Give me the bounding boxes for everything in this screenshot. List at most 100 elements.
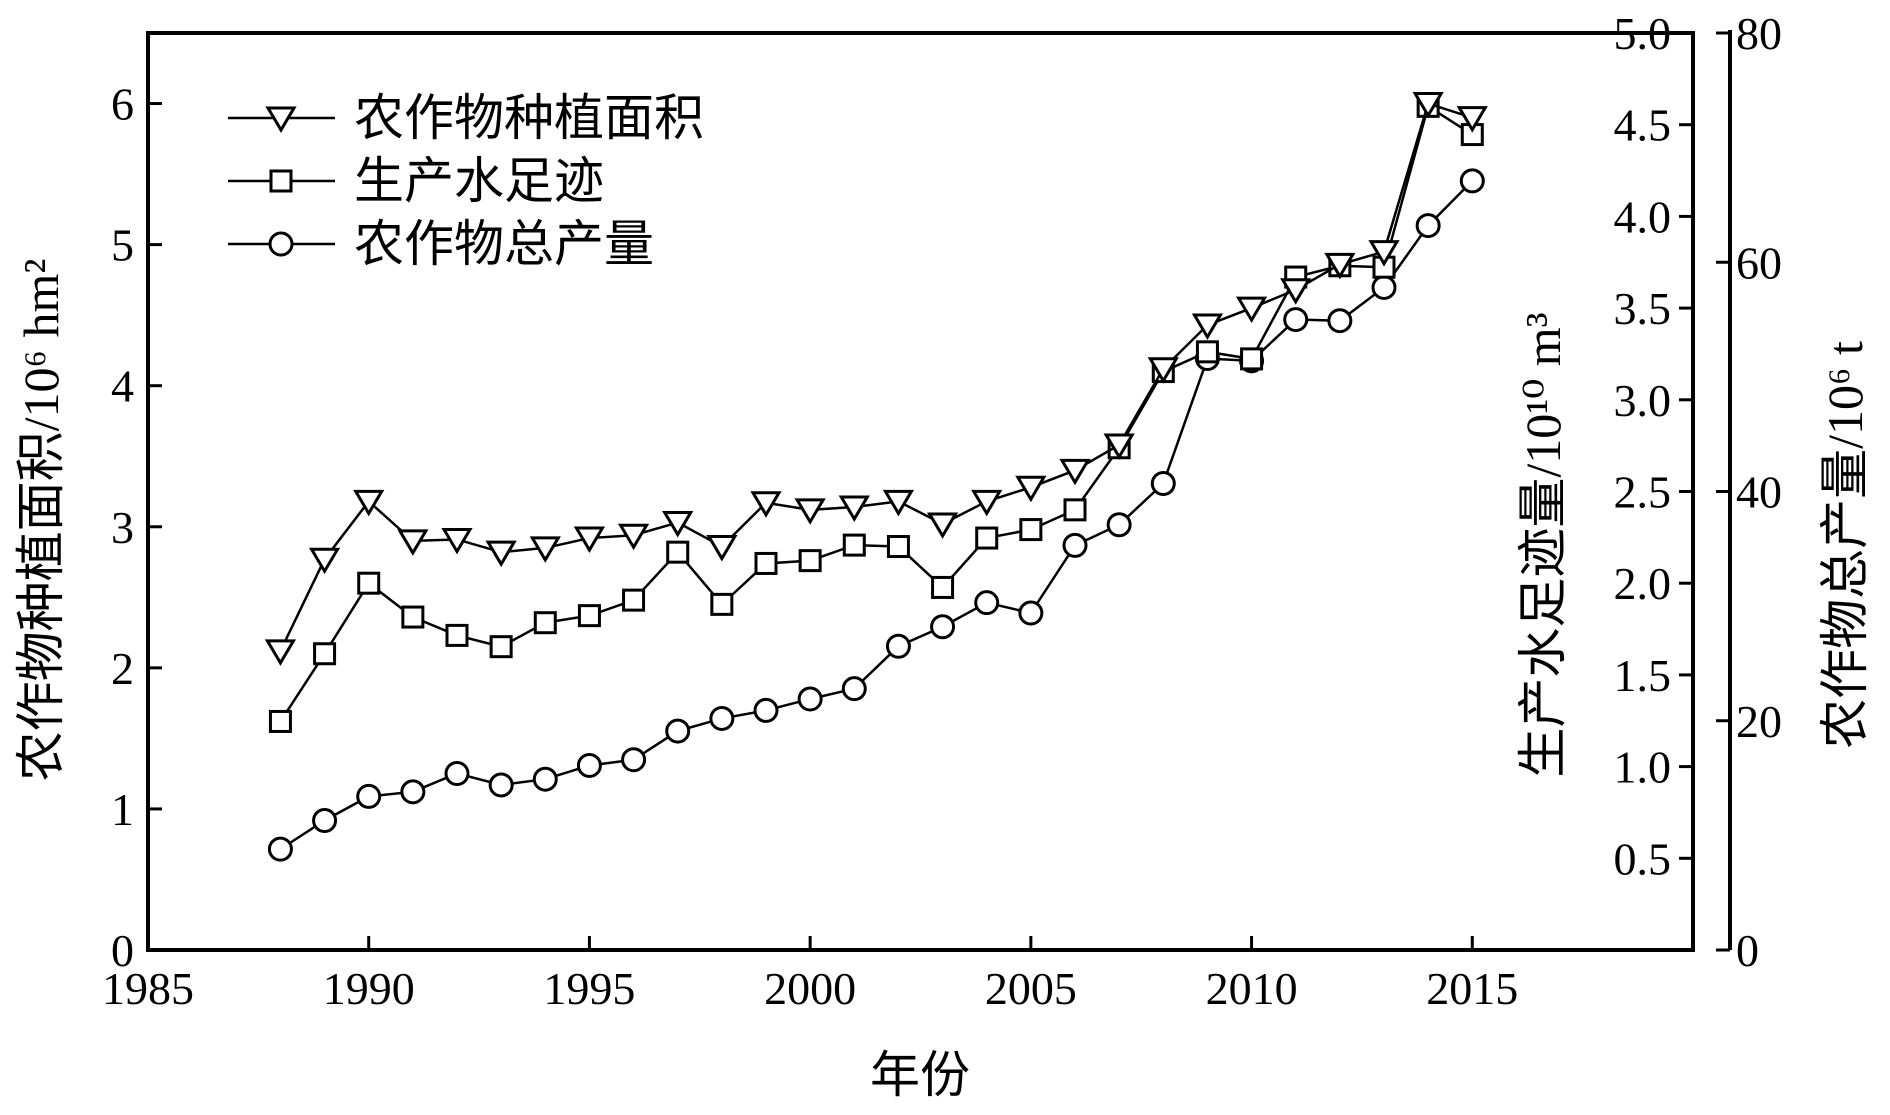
data-point [308, 547, 341, 575]
ticks-layer: 1985 1990 1995 2000 2005 2010 2015 0 1 2 3 4 5 6 0.5 1.… [102, 8, 1782, 1014]
data-point [841, 676, 867, 702]
data-point [1103, 433, 1135, 460]
right-inner-tick-label: 2.0 [1614, 558, 1672, 609]
left-tick-label: 0 [111, 925, 134, 976]
data-point [488, 772, 514, 798]
data-point [617, 523, 650, 551]
data-point [1415, 213, 1441, 239]
right-inner-tick-label: 3.5 [1614, 283, 1672, 334]
legend-label: 农作物种植面积 [354, 90, 704, 146]
right-inner-axis-title: 生产水足迹量/10¹⁰ m³ [1515, 312, 1571, 777]
data-point [1147, 357, 1179, 384]
data-point [971, 489, 1003, 517]
right-inner-tick-label: 2.5 [1614, 467, 1672, 518]
data-point [666, 540, 690, 564]
right-inner-tick-label: 1.5 [1614, 650, 1672, 701]
legend-marker [268, 231, 294, 257]
left-tick-label: 6 [111, 79, 134, 130]
data-point [621, 747, 647, 773]
data-point [441, 527, 473, 555]
data-point [1412, 92, 1444, 119]
left-tick-label: 4 [111, 361, 134, 412]
data-point [882, 489, 915, 517]
data-point [529, 536, 561, 563]
data-point [268, 709, 292, 733]
data-point [794, 498, 826, 525]
data-point [665, 718, 691, 744]
data-point [1062, 532, 1088, 558]
data-point [397, 529, 429, 556]
right-outer-tick-label: 60 [1736, 237, 1782, 288]
data-point [706, 535, 738, 562]
data-point [1327, 308, 1353, 334]
legend-marker [269, 169, 293, 193]
data-point [1456, 106, 1488, 133]
data-point [1459, 168, 1485, 194]
data-point [313, 642, 337, 666]
data-point [926, 512, 959, 539]
right-outer-axis-title: 农作物总产量/10⁶ t [1817, 341, 1873, 749]
x-axis-title: 年份 [870, 1047, 970, 1103]
left-tick-label: 2 [111, 643, 134, 694]
x-tick-label: 1985 [102, 963, 194, 1014]
data-point [797, 686, 823, 712]
data-point [1019, 518, 1043, 542]
data-point [357, 571, 381, 595]
data-point [838, 495, 870, 522]
data-point [974, 590, 1000, 616]
data-point [485, 540, 517, 568]
right-outer-tick-label: 40 [1736, 467, 1782, 518]
data-point [1371, 274, 1397, 300]
right-inner-tick-label: 4.5 [1614, 100, 1672, 151]
series-circle [267, 168, 1485, 862]
x-tick-label: 2015 [1426, 963, 1518, 1014]
data-point [1324, 252, 1356, 280]
data-point [842, 533, 866, 557]
right-inner-tick-label: 4.0 [1614, 191, 1672, 242]
data-point [264, 639, 297, 666]
data-point [401, 605, 425, 629]
data-point [886, 535, 910, 559]
data-point [1280, 278, 1312, 305]
data-point [356, 783, 382, 809]
data-point [1235, 296, 1268, 324]
series-line [279, 104, 1473, 723]
data-point [533, 611, 557, 635]
x-tick-label: 2005 [985, 963, 1077, 1014]
data-point [573, 526, 606, 554]
data-point [1059, 458, 1091, 486]
data-point [400, 779, 426, 805]
right-outer-tick-label: 20 [1736, 696, 1782, 747]
data-point [353, 489, 385, 517]
x-tick-label: 2010 [1206, 963, 1298, 1014]
data-point [1240, 347, 1264, 371]
data-point [1106, 512, 1132, 538]
x-tick-label: 1990 [323, 963, 415, 1014]
data-point [445, 623, 469, 647]
data-point [1195, 340, 1219, 364]
left-tick-label: 5 [111, 220, 134, 271]
data-point [489, 635, 513, 659]
data-point [1015, 475, 1047, 503]
legend-label: 农作物总产量 [354, 216, 654, 272]
data-point [267, 836, 293, 862]
data-point [312, 807, 338, 833]
x-tick-label: 1995 [543, 963, 635, 1014]
left-tick-label: 1 [111, 784, 134, 835]
data-point [444, 760, 470, 786]
right-inner-tick-label: 3.0 [1614, 375, 1672, 426]
data-point [975, 526, 999, 550]
series-line [279, 101, 1473, 652]
data-point [709, 705, 735, 731]
data-point [885, 633, 911, 659]
data-point [754, 551, 778, 575]
right-outer-tick-label: 0 [1736, 925, 1759, 976]
data-point [577, 604, 601, 628]
data-point [1063, 498, 1087, 522]
data-point [1368, 240, 1400, 267]
right-outer-tick-label: 80 [1736, 8, 1782, 59]
right-inner-tick-label: 1.0 [1614, 742, 1672, 793]
series-line [279, 179, 1474, 851]
legend-label: 生产水足迹 [354, 153, 604, 209]
